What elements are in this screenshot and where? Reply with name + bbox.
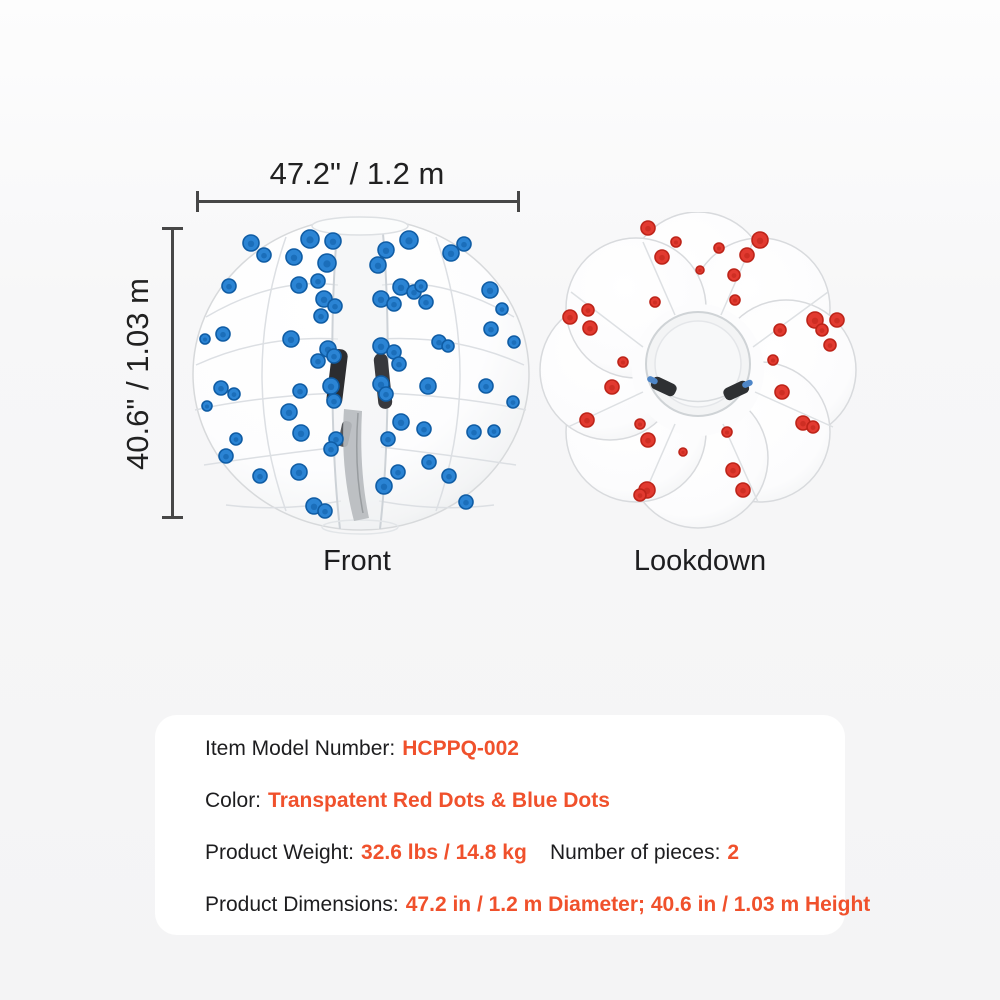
spec-model-label: Item Model Number: bbox=[205, 737, 396, 760]
dimension-line-bar bbox=[196, 200, 520, 203]
lookdown-ball-dots bbox=[562, 220, 845, 502]
height-dimension-label: 40.6" / 1.03 m bbox=[120, 278, 155, 470]
lookdown-ball-body bbox=[539, 212, 857, 529]
spec-weight-label: Product Weight: bbox=[205, 841, 355, 864]
width-dimension-line bbox=[196, 191, 520, 212]
spec-model-value: HCPPQ-002 bbox=[402, 737, 519, 760]
spec-row-model: Item Model Number: HCPPQ-002 bbox=[205, 734, 845, 764]
spec-dimensions-label: Product Dimensions: bbox=[205, 893, 399, 916]
dimension-tick-top bbox=[162, 227, 183, 230]
spec-pieces-value: 2 bbox=[727, 841, 740, 864]
lookdown-ball-handles bbox=[647, 376, 753, 401]
dimension-line-bar bbox=[171, 227, 174, 519]
spec-weight: Product Weight: 32.6 lbs / 14.8 kg bbox=[205, 838, 550, 868]
lookdown-view-label: Lookdown bbox=[633, 545, 767, 577]
front-ball-dots bbox=[199, 229, 521, 519]
dimension-tick-bottom bbox=[162, 516, 183, 519]
dimension-tick-right bbox=[517, 191, 520, 212]
dimension-tick-left bbox=[196, 191, 199, 212]
height-dimension-line bbox=[162, 227, 183, 519]
spec-row-color: Color: Transpatent Red Dots & Blue Dots bbox=[205, 786, 845, 816]
lookdown-ball-hole bbox=[645, 311, 751, 417]
front-view-label: Front bbox=[323, 545, 391, 577]
width-dimension-label: 47.2" / 1.2 m bbox=[269, 156, 445, 191]
lookdown-ball-illustration bbox=[539, 212, 857, 529]
spec-card: Item Model Number: HCPPQ-002 Color: Transp… bbox=[155, 715, 870, 935]
front-ball-seams bbox=[194, 236, 527, 512]
spec-row-weight-pieces: Product Weight: 32.6 lbs / 14.8 kg Number… bbox=[205, 838, 845, 868]
spec-color-label: Color: bbox=[205, 789, 262, 812]
spec-dimensions-value: 47.2 in / 1.2 m Diameter; 40.6 in / 1.03… bbox=[405, 893, 871, 916]
spec-pieces: Number of pieces: 2 bbox=[550, 838, 739, 868]
spec-weight-value: 32.6 lbs / 14.8 kg bbox=[361, 841, 527, 864]
front-ball-body bbox=[192, 216, 530, 535]
spec-row-dimensions: Product Dimensions: 47.2 in / 1.2 m Diame… bbox=[205, 890, 870, 920]
spec-color-value: Transpatent Red Dots & Blue Dots bbox=[268, 789, 610, 812]
front-ball-illustration bbox=[192, 216, 530, 535]
spec-pieces-label: Number of pieces: bbox=[550, 841, 721, 864]
